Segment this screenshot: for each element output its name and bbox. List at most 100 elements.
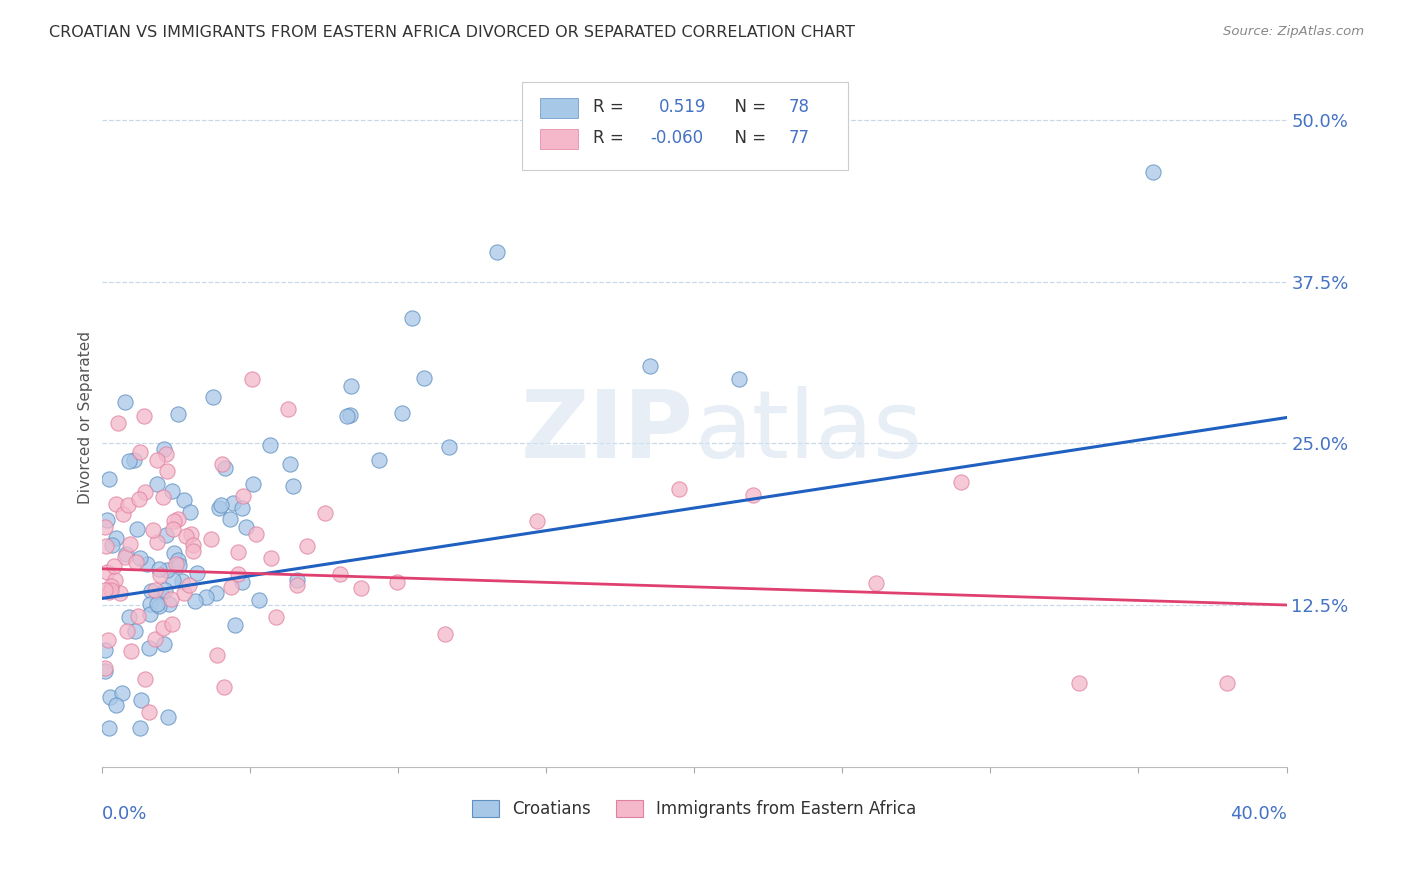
Point [128, 444, 150, 458]
Point [277, 402, 299, 417]
Text: 0.519: 0.519 [658, 98, 706, 116]
Point [242, 476, 264, 491]
Point [336, 409, 359, 423]
Point [340, 379, 363, 393]
Point [125, 522, 148, 536]
Point [183, 594, 205, 608]
Point [1216, 675, 1239, 690]
Point [194, 590, 217, 604]
Point [96, 513, 118, 527]
Point [437, 440, 460, 454]
Point [285, 578, 308, 592]
Point [163, 546, 186, 560]
Point [146, 477, 169, 491]
Point [179, 505, 201, 519]
Point [107, 416, 129, 430]
Point [434, 626, 457, 640]
Point [153, 637, 176, 651]
Text: CROATIAN VS IMMIGRANTS FROM EASTERN AFRICA DIVORCED OR SEPARATED CORRELATION CHA: CROATIAN VS IMMIGRANTS FROM EASTERN AFRI… [49, 25, 855, 40]
Point [152, 490, 174, 504]
Point [100, 579, 122, 593]
Point [328, 566, 350, 581]
Point [155, 528, 177, 542]
Point [285, 574, 308, 588]
Point [205, 648, 228, 662]
Point [114, 395, 136, 409]
Point [98, 472, 121, 486]
Point [163, 514, 186, 528]
Point [153, 442, 176, 456]
Point [150, 587, 173, 601]
Point [245, 527, 267, 541]
FancyBboxPatch shape [540, 129, 578, 150]
Point [141, 583, 163, 598]
Point [94, 519, 117, 533]
Text: -0.060: -0.060 [650, 129, 703, 147]
Point [115, 547, 138, 561]
Point [173, 493, 195, 508]
FancyBboxPatch shape [522, 82, 848, 169]
Text: 78: 78 [789, 98, 810, 116]
Text: N =: N = [724, 129, 770, 147]
Point [156, 464, 179, 478]
Point [231, 500, 253, 515]
Point [1069, 675, 1091, 690]
Point [218, 512, 240, 526]
Text: Source: ZipAtlas.com: Source: ZipAtlas.com [1223, 25, 1364, 38]
Point [167, 553, 190, 567]
Point [97, 721, 120, 735]
Legend: Croatians, Immigrants from Eastern Africa: Croatians, Immigrants from Eastern Afric… [465, 793, 922, 824]
Point [266, 610, 288, 624]
Text: 40.0%: 40.0% [1230, 805, 1286, 823]
Point [152, 621, 174, 635]
Point [222, 496, 245, 510]
Point [156, 563, 179, 577]
Point [166, 512, 188, 526]
Point [128, 721, 150, 735]
Point [668, 482, 690, 496]
Point [638, 359, 661, 373]
Point [170, 574, 193, 588]
Point [201, 390, 224, 404]
Point [165, 557, 187, 571]
Point [155, 446, 177, 460]
Point [105, 698, 128, 713]
Point [118, 454, 141, 468]
Point [114, 550, 136, 565]
Text: 0.0%: 0.0% [101, 805, 148, 823]
Text: R =: R = [593, 98, 634, 116]
Point [128, 492, 150, 507]
Point [208, 501, 231, 516]
Point [134, 672, 156, 686]
Point [174, 529, 197, 543]
Point [214, 460, 236, 475]
Point [526, 514, 548, 528]
Point [143, 583, 166, 598]
Point [111, 686, 134, 700]
Point [108, 586, 131, 600]
Point [167, 407, 190, 421]
Point [118, 610, 141, 624]
Point [93, 661, 115, 675]
Text: R =: R = [593, 129, 630, 147]
Point [221, 580, 243, 594]
Point [160, 616, 183, 631]
Point [93, 643, 115, 657]
Point [156, 710, 179, 724]
Point [104, 573, 127, 587]
Point [865, 576, 887, 591]
Point [297, 540, 319, 554]
Point [120, 644, 142, 658]
Point [162, 522, 184, 536]
Point [391, 406, 413, 420]
Point [139, 597, 162, 611]
Point [149, 568, 172, 582]
Point [124, 624, 146, 638]
Text: 77: 77 [789, 129, 810, 147]
Point [232, 489, 254, 503]
Point [138, 706, 160, 720]
Point [180, 527, 202, 541]
Point [209, 498, 232, 512]
Point [486, 245, 509, 260]
Point [97, 585, 120, 599]
